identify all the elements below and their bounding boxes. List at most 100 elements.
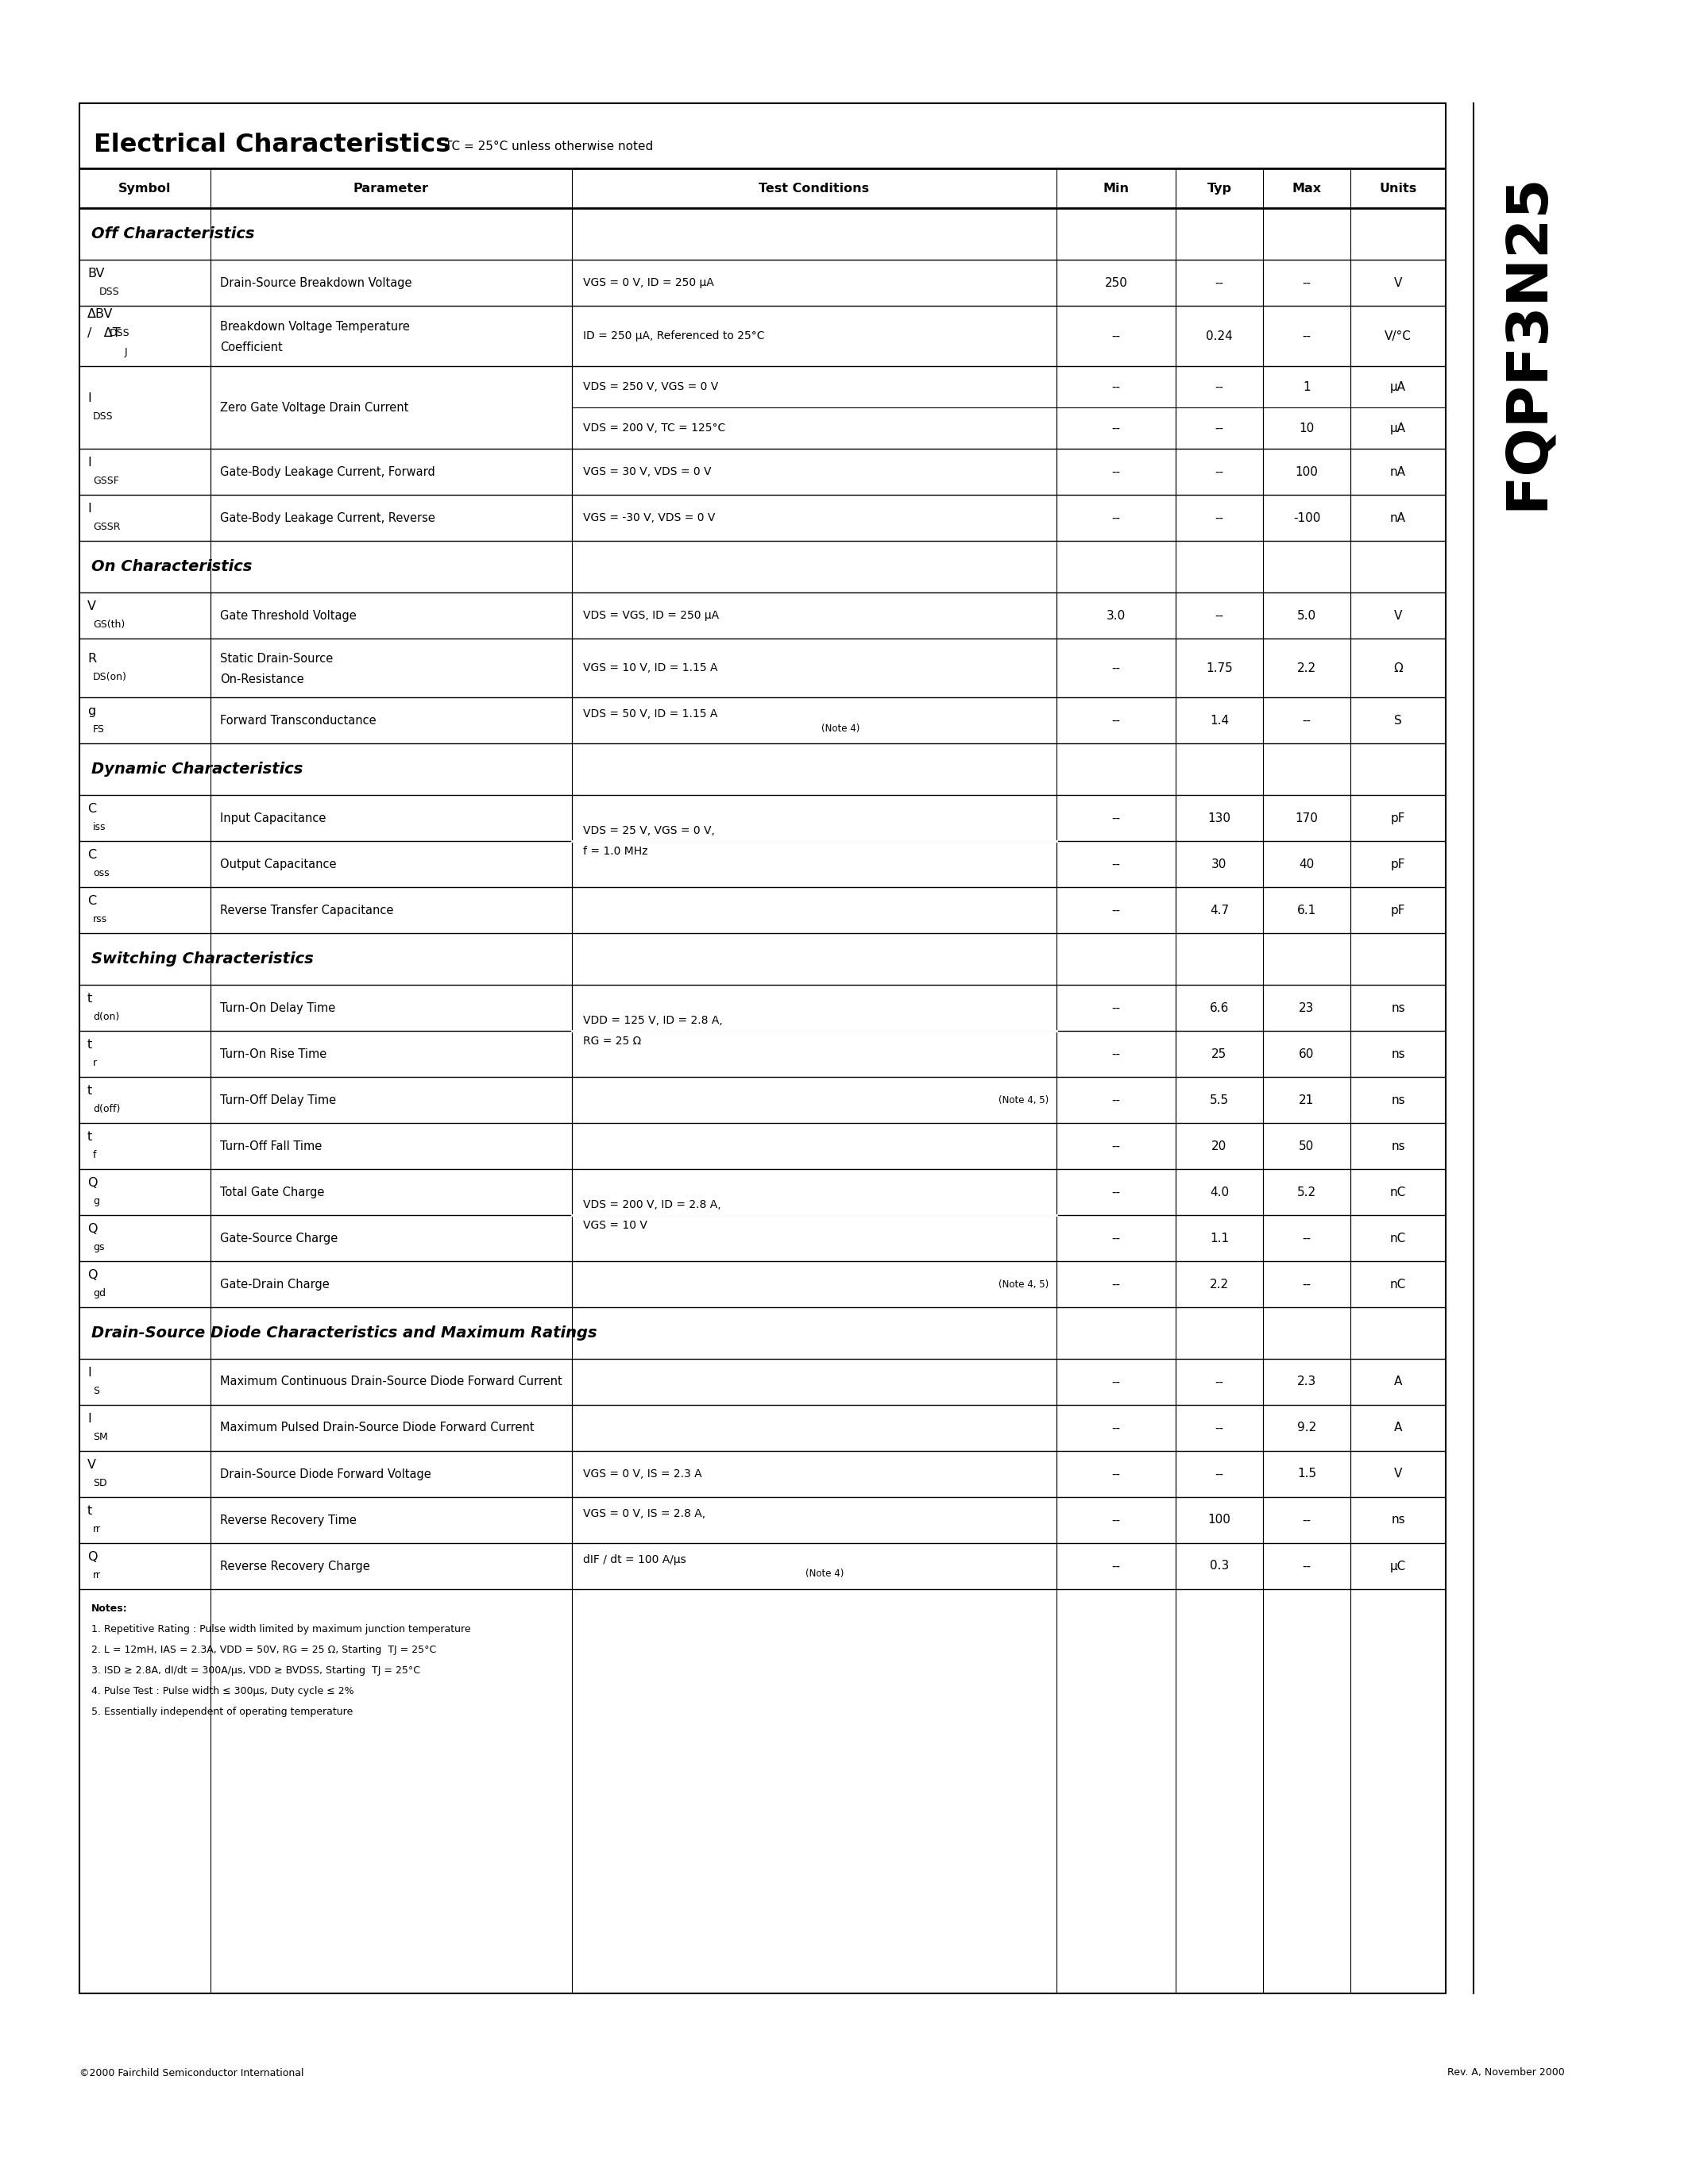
Text: nA: nA (1391, 511, 1406, 524)
Text: Gate-Body Leakage Current, Forward: Gate-Body Leakage Current, Forward (219, 465, 436, 478)
Text: /   ΔT: / ΔT (88, 328, 120, 339)
Text: Maximum Continuous Drain-Source Diode Forward Current: Maximum Continuous Drain-Source Diode Fo… (219, 1376, 562, 1387)
Text: Q: Q (88, 1269, 98, 1282)
Text: 25: 25 (1212, 1048, 1227, 1059)
Text: 5.2: 5.2 (1296, 1186, 1317, 1199)
Text: 9.2: 9.2 (1296, 1422, 1317, 1435)
Text: VGS = 10 V, ID = 1.15 A: VGS = 10 V, ID = 1.15 A (582, 662, 717, 673)
Text: C: C (88, 804, 96, 815)
Text: --: -- (1112, 1186, 1121, 1199)
Text: BV: BV (88, 269, 105, 280)
Text: 10: 10 (1300, 422, 1315, 435)
Text: ns: ns (1391, 1514, 1404, 1527)
Text: V: V (1394, 277, 1403, 288)
Text: VDD = 125 V, ID = 2.8 A,: VDD = 125 V, ID = 2.8 A, (582, 1016, 722, 1026)
Text: 4. Pulse Test : Pulse width ≤ 300μs, Duty cycle ≤ 2%: 4. Pulse Test : Pulse width ≤ 300μs, Dut… (91, 1686, 354, 1697)
Text: g: g (93, 1197, 100, 1206)
Text: Gate-Drain Charge: Gate-Drain Charge (219, 1278, 329, 1291)
Text: FS: FS (93, 725, 105, 734)
Text: VGS = 0 V, IS = 2.3 A: VGS = 0 V, IS = 2.3 A (582, 1468, 702, 1479)
Text: R: R (88, 653, 96, 664)
Text: DS(on): DS(on) (93, 673, 127, 681)
Text: Maximum Pulsed Drain-Source Diode Forward Current: Maximum Pulsed Drain-Source Diode Forwar… (219, 1422, 535, 1435)
Text: r: r (93, 1057, 98, 1068)
Text: 6.1: 6.1 (1296, 904, 1317, 915)
Text: rss: rss (93, 915, 108, 924)
Text: On Characteristics: On Characteristics (91, 559, 252, 574)
Text: μA: μA (1391, 422, 1406, 435)
Text: gd: gd (93, 1289, 106, 1299)
Text: --: -- (1112, 812, 1121, 823)
Text: VDS = 50 V, ID = 1.15 A: VDS = 50 V, ID = 1.15 A (582, 708, 717, 719)
Text: Input Capacitance: Input Capacitance (219, 812, 326, 823)
Text: 40: 40 (1300, 858, 1315, 869)
Text: DSS: DSS (110, 328, 130, 339)
Text: 5.0: 5.0 (1296, 609, 1317, 622)
Text: VDS = 200 V, TC = 125°C: VDS = 200 V, TC = 125°C (582, 422, 726, 435)
Text: (Note 4, 5): (Note 4, 5) (998, 1094, 1048, 1105)
Text: Notes:: Notes: (91, 1603, 128, 1614)
Text: iss: iss (93, 821, 106, 832)
Text: 5.5: 5.5 (1210, 1094, 1229, 1105)
Text: ID = 250 μA, Referenced to 25°C: ID = 250 μA, Referenced to 25°C (582, 330, 765, 341)
Text: ©2000 Fairchild Semiconductor International: ©2000 Fairchild Semiconductor Internatio… (79, 2068, 304, 2077)
Text: Q: Q (88, 1223, 98, 1234)
Text: 5. Essentially independent of operating temperature: 5. Essentially independent of operating … (91, 1706, 353, 1717)
Text: --: -- (1112, 904, 1121, 915)
Text: 1.5: 1.5 (1296, 1468, 1317, 1481)
Text: Parameter: Parameter (353, 181, 429, 194)
Text: 2.2: 2.2 (1296, 662, 1317, 675)
Text: Reverse Transfer Capacitance: Reverse Transfer Capacitance (219, 904, 393, 915)
Text: --: -- (1215, 1468, 1224, 1481)
Text: 0.3: 0.3 (1210, 1559, 1229, 1572)
Text: I: I (88, 1367, 91, 1378)
Text: nC: nC (1389, 1278, 1406, 1291)
Text: Reverse Recovery Time: Reverse Recovery Time (219, 1514, 356, 1527)
Text: S: S (93, 1387, 100, 1396)
Text: Q: Q (88, 1551, 98, 1564)
Text: 6.6: 6.6 (1210, 1002, 1229, 1013)
Text: VGS = -30 V, VDS = 0 V: VGS = -30 V, VDS = 0 V (582, 513, 716, 524)
Text: Turn-On Rise Time: Turn-On Rise Time (219, 1048, 327, 1059)
Text: --: -- (1303, 1278, 1312, 1291)
Text: --: -- (1215, 511, 1224, 524)
Text: Drain-Source Diode Forward Voltage: Drain-Source Diode Forward Voltage (219, 1468, 430, 1481)
Text: 130: 130 (1209, 812, 1231, 823)
Text: (Note 4, 5): (Note 4, 5) (998, 1280, 1048, 1289)
Text: f: f (93, 1151, 96, 1160)
Text: pF: pF (1391, 812, 1406, 823)
Text: DSS: DSS (98, 286, 120, 297)
Text: --: -- (1303, 1559, 1312, 1572)
Text: pF: pF (1391, 904, 1406, 915)
Text: Switching Characteristics: Switching Characteristics (91, 952, 314, 968)
Text: Drain-Source Diode Characteristics and Maximum Ratings: Drain-Source Diode Characteristics and M… (91, 1326, 598, 1341)
Text: Forward Transconductance: Forward Transconductance (219, 714, 376, 727)
Text: A: A (1394, 1376, 1403, 1387)
Text: --: -- (1112, 422, 1121, 435)
Text: VGS = 0 V, IS = 2.8 A,: VGS = 0 V, IS = 2.8 A, (582, 1509, 706, 1520)
Text: Symbol: Symbol (118, 181, 172, 194)
Text: Ω: Ω (1393, 662, 1403, 675)
Text: VGS = 30 V, VDS = 0 V: VGS = 30 V, VDS = 0 V (582, 465, 711, 478)
Text: VDS = 250 V, VGS = 0 V: VDS = 250 V, VGS = 0 V (582, 382, 719, 393)
Text: I: I (88, 393, 91, 404)
Text: Drain-Source Breakdown Voltage: Drain-Source Breakdown Voltage (219, 277, 412, 288)
Text: SD: SD (93, 1479, 106, 1487)
Text: Gate-Source Charge: Gate-Source Charge (219, 1232, 338, 1245)
Text: --: -- (1215, 1422, 1224, 1435)
Text: Static Drain-Source: Static Drain-Source (219, 653, 333, 664)
Text: RG = 25 Ω: RG = 25 Ω (582, 1035, 641, 1046)
Text: Coefficient: Coefficient (219, 341, 282, 354)
Text: ns: ns (1391, 1048, 1404, 1059)
Text: J: J (125, 347, 128, 358)
Text: TC = 25°C unless otherwise noted: TC = 25°C unless otherwise noted (446, 140, 653, 153)
Text: --: -- (1112, 1140, 1121, 1151)
Text: t: t (88, 1040, 93, 1051)
Text: --: -- (1303, 1514, 1312, 1527)
Text: 30: 30 (1212, 858, 1227, 869)
Text: 4.0: 4.0 (1210, 1186, 1229, 1199)
Text: --: -- (1112, 465, 1121, 478)
Text: pF: pF (1391, 858, 1406, 869)
Text: --: -- (1112, 1422, 1121, 1435)
Text: 20: 20 (1212, 1140, 1227, 1151)
